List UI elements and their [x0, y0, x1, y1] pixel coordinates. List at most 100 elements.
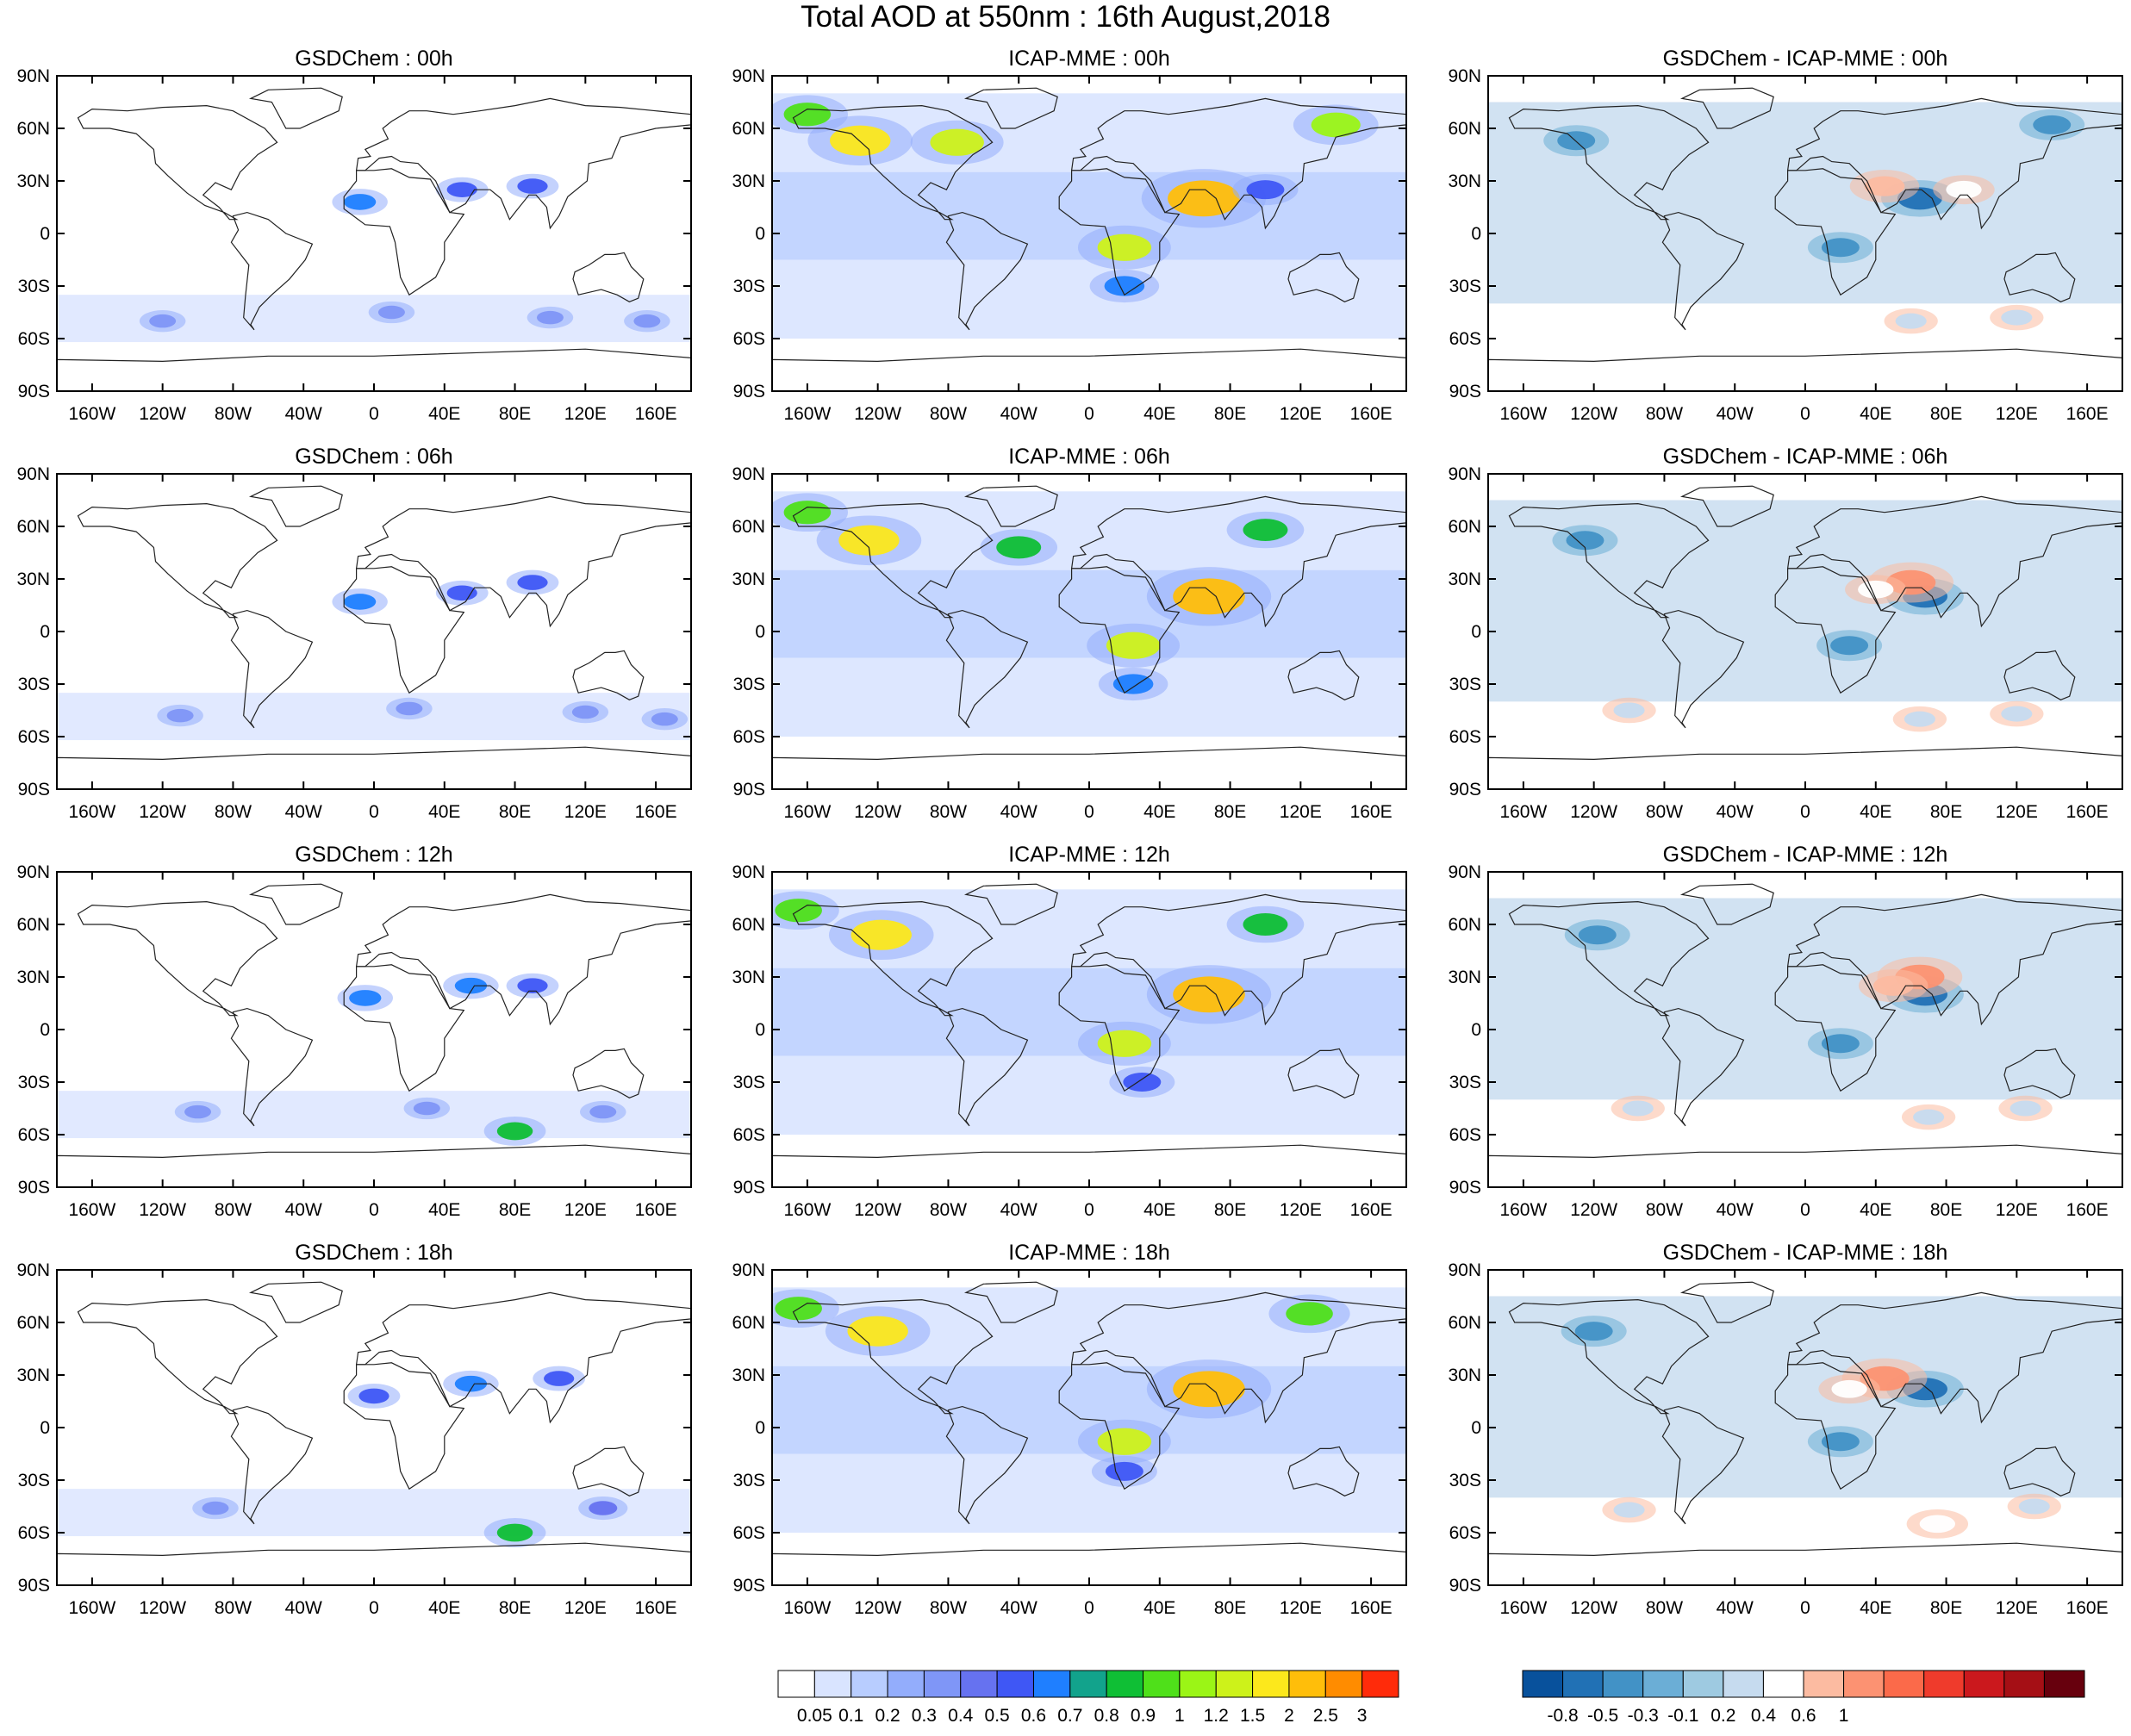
lat-tick-label: 90N: [1448, 1260, 1481, 1280]
coastline: [963, 1281, 1058, 1323]
lon-tick-label: 160W: [1499, 802, 1547, 822]
colorbar-label: 0.7: [1057, 1706, 1082, 1726]
feature-core: [1097, 233, 1152, 261]
colorbar-swatch: [2043, 1670, 2085, 1698]
lat-tick-label: 90S: [733, 780, 765, 800]
coastline: [77, 900, 278, 1017]
lon-tick-label: 120E: [1280, 802, 1322, 822]
coastline: [77, 104, 278, 221]
lat-tick-label: 60S: [1449, 1523, 1481, 1543]
lat-tick-label: 30N: [732, 569, 765, 589]
coastline: [230, 1007, 314, 1127]
coastline: [1488, 746, 2122, 789]
feature-core: [589, 1501, 618, 1515]
lon-tick-label: 40W: [285, 404, 322, 424]
colorbar-swatch: [1803, 1670, 1845, 1698]
coastline: [77, 1298, 278, 1415]
lon-tick-label: 160W: [783, 404, 831, 424]
coastline: [772, 1144, 1406, 1187]
lat-tick-label: 90S: [18, 1576, 50, 1596]
coastline: [343, 168, 465, 296]
lat-tick-label: 60N: [732, 119, 765, 139]
feature-core: [1246, 180, 1285, 200]
lat-tick-label: 30S: [733, 277, 765, 296]
coastline: [1786, 97, 2122, 230]
lon-tick-label: 0: [369, 802, 379, 822]
coastline: [57, 1144, 691, 1187]
lat-tick-label: 60N: [1448, 119, 1481, 139]
coastline: [1786, 893, 2122, 1026]
colorbar-label: 0.5: [985, 1706, 1010, 1726]
lat-tick-label: 0: [40, 1020, 50, 1040]
lat-tick-label: 90N: [732, 1260, 765, 1280]
coastline: [1774, 566, 1897, 694]
colorbar-swatch: [851, 1670, 888, 1698]
coastline: [572, 650, 645, 700]
lon-tick-label: 120E: [564, 1598, 607, 1618]
coastline: [963, 87, 1058, 129]
coastline: [572, 1446, 645, 1496]
colorbar-swatch: [996, 1670, 1034, 1698]
coastline: [1508, 900, 1710, 1017]
lon-tick-label: 40W: [1000, 1598, 1037, 1618]
lon-tick-label: 0: [1800, 404, 1810, 424]
colorbar-swatch: [960, 1670, 998, 1698]
lon-tick-label: 0: [1084, 404, 1094, 424]
coastline: [1661, 609, 1745, 729]
panel-title: ICAP-MME : 12h: [1008, 843, 1170, 867]
feature-core: [1106, 632, 1161, 659]
lat-tick-label: 60S: [733, 1125, 765, 1145]
feature-core: [1105, 1461, 1143, 1481]
feature-core: [1286, 1302, 1333, 1326]
feature-core: [1097, 1030, 1152, 1057]
lat-tick-label: 60S: [1449, 329, 1481, 349]
lat-tick-label: 90S: [733, 382, 765, 401]
colorbar-label: 2: [1284, 1706, 1294, 1726]
colorbar-label: 1.2: [1204, 1706, 1229, 1726]
map-plot: 90N 60N 30N 0 30S 60S 90S 160W 120W 80W 40W 0 40E 80E…: [732, 464, 1407, 822]
colorbar-swatch: [1106, 1670, 1144, 1698]
lon-tick-label: 160E: [1350, 1200, 1393, 1220]
map-plot: 90N 60N 30N 0 30S 60S 90S 160W 120W 80W 40W 0 40E 80E…: [732, 862, 1407, 1220]
map-plot: 90N 60N 30N 0 30S 60S 90S 160W 120W 80W 40W 0 40E 80E…: [16, 862, 692, 1220]
feature-core: [1831, 1379, 1867, 1398]
lon-tick-label: 80E: [1214, 802, 1246, 822]
lon-tick-label: 40E: [1860, 1200, 1891, 1220]
coastline: [792, 104, 994, 221]
coastline: [343, 1362, 465, 1490]
colorbar-label: 3: [1357, 1706, 1368, 1726]
feature-core: [1243, 913, 1288, 936]
lat-tick-label: 90N: [732, 862, 765, 882]
feature-core: [1613, 702, 1645, 719]
map-panel-icap-12h: ICAP-MME : 12h 90N 60N 30N 0 30S 60S 90S 160W 120…: [715, 841, 1430, 1220]
lon-tick-label: 160W: [783, 802, 831, 822]
feature-core: [830, 125, 891, 156]
lon-tick-label: 0: [369, 1200, 379, 1220]
lon-tick-label: 160E: [635, 1598, 677, 1618]
lon-tick-label: 120E: [564, 404, 607, 424]
colorbar-swatch: [1361, 1670, 1399, 1698]
lat-tick-label: 90S: [1449, 382, 1481, 401]
colorbar-swatch: [1963, 1670, 2005, 1698]
lon-tick-label: 80W: [215, 802, 252, 822]
lon-tick-label: 0: [369, 404, 379, 424]
lat-tick-label: 90N: [1448, 66, 1481, 86]
lat-tick-label: 90N: [732, 66, 765, 86]
colorbar-label: 0.2: [1710, 1706, 1735, 1726]
map-plot: 90N 60N 30N 0 30S 60S 90S 160W 120W 80W 40W 0 40E 80E…: [732, 66, 1407, 424]
lat-tick-label: 0: [40, 1418, 50, 1438]
panel-title: ICAP-MME : 06h: [1008, 445, 1170, 469]
feature-core: [1613, 1502, 1645, 1518]
colorbar-swatch: [1324, 1670, 1363, 1698]
lon-tick-label: 80W: [930, 802, 967, 822]
colorbar-swatch: [1682, 1670, 1724, 1698]
lon-tick-label: 160E: [1350, 404, 1393, 424]
map-panel-diff-12h: GSDChem - ICAP-MME : 12h 90N 60N 30N 0 30S 60S…: [1431, 841, 2131, 1220]
colorbar-swatch: [1522, 1670, 1564, 1698]
lon-tick-label: 120W: [139, 1598, 186, 1618]
lon-tick-label: 160W: [1499, 404, 1547, 424]
lon-tick-label: 120E: [1280, 404, 1322, 424]
coastline: [1774, 964, 1897, 1092]
feature-core: [1574, 1322, 1613, 1341]
feature-core: [1830, 636, 1869, 656]
